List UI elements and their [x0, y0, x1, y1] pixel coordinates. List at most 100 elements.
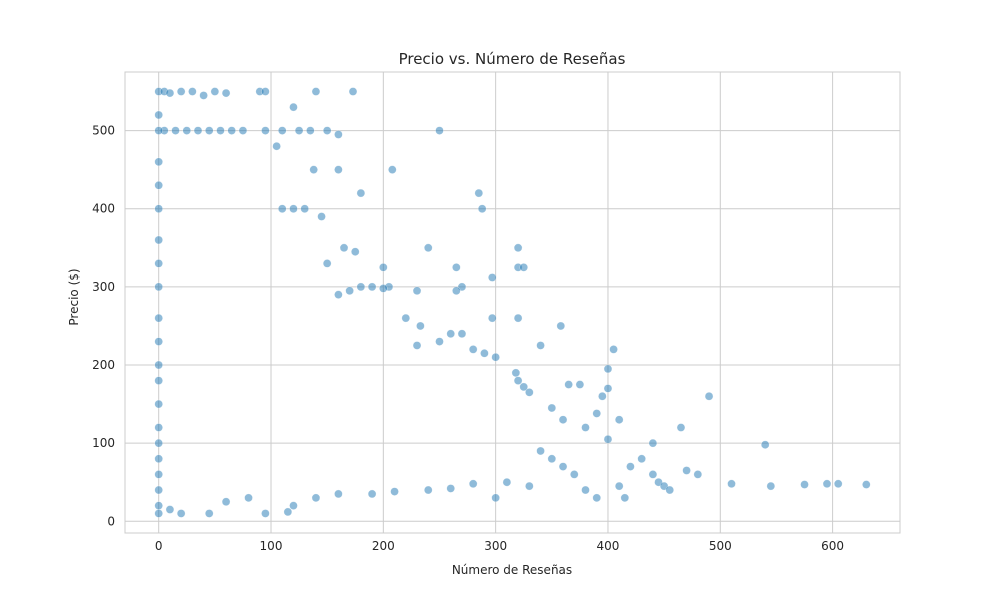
data-point — [388, 165, 397, 174]
data-point — [648, 470, 658, 479]
data-point — [154, 110, 163, 120]
data-point — [412, 286, 422, 295]
data-point — [283, 507, 293, 517]
data-point — [480, 349, 489, 358]
data-point — [547, 454, 557, 463]
x-axis-label: Número de Reseñas — [452, 563, 572, 577]
data-point — [379, 284, 388, 293]
data-point — [154, 438, 163, 448]
data-point — [289, 102, 298, 112]
data-point — [154, 204, 163, 213]
x-tick-label: 300 — [484, 539, 507, 553]
data-point — [435, 126, 444, 135]
data-point — [592, 409, 601, 418]
data-point — [311, 87, 321, 96]
data-point — [322, 126, 332, 135]
points-layer — [154, 87, 871, 518]
data-point — [165, 88, 175, 98]
data-point — [154, 454, 163, 463]
data-point — [525, 388, 534, 397]
data-point — [477, 204, 487, 213]
data-point — [379, 263, 388, 272]
data-point — [244, 493, 253, 503]
data-point — [519, 382, 528, 392]
plot-frame — [124, 71, 901, 534]
data-point — [488, 313, 497, 323]
data-point — [637, 454, 646, 463]
data-point — [311, 493, 321, 503]
data-point — [306, 126, 315, 135]
data-point — [502, 478, 512, 487]
data-point — [294, 126, 304, 135]
data-point — [581, 485, 590, 495]
data-point — [581, 423, 590, 432]
data-point — [334, 165, 343, 174]
data-point — [238, 126, 248, 135]
data-point — [356, 188, 366, 198]
data-point — [390, 487, 399, 496]
data-point — [289, 501, 298, 510]
data-point — [766, 481, 776, 491]
data-point — [676, 423, 686, 432]
data-point — [154, 509, 163, 518]
data-point — [154, 259, 163, 268]
data-point — [278, 204, 287, 213]
data-point — [693, 470, 703, 479]
data-point — [491, 352, 500, 362]
x-tick-label: 400 — [597, 539, 620, 553]
data-point — [615, 481, 624, 491]
data-point — [367, 489, 377, 499]
data-point — [154, 282, 163, 292]
data-point — [488, 273, 497, 282]
data-point — [665, 485, 674, 495]
data-point — [457, 329, 467, 338]
data-point — [547, 403, 557, 413]
data-point — [154, 485, 163, 495]
data-point — [822, 479, 832, 488]
y-tick-label: 200 — [92, 358, 115, 372]
x-tick-label: 200 — [372, 539, 395, 553]
data-point — [221, 88, 231, 98]
data-point — [356, 282, 366, 292]
data-point — [165, 505, 175, 514]
x-tick-label: 600 — [821, 539, 844, 553]
grid-layer — [125, 72, 900, 533]
data-point — [446, 484, 455, 493]
data-point — [682, 466, 691, 475]
data-point — [334, 290, 343, 299]
data-point — [261, 126, 270, 135]
data-point — [800, 480, 809, 489]
data-point — [176, 509, 186, 518]
data-point — [626, 462, 635, 471]
data-point — [154, 423, 163, 432]
data-point — [154, 360, 163, 370]
data-point — [205, 509, 214, 518]
data-point — [511, 368, 521, 378]
data-point — [513, 313, 523, 323]
data-point — [615, 415, 624, 424]
data-point — [216, 126, 225, 135]
data-point — [154, 337, 163, 346]
data-point — [603, 435, 613, 444]
data-point — [648, 438, 658, 448]
data-point — [592, 493, 601, 503]
data-point — [834, 479, 843, 488]
data-point — [210, 87, 220, 96]
x-tick-label: 100 — [260, 539, 283, 553]
data-point — [261, 87, 270, 96]
data-point — [154, 235, 163, 245]
data-point — [334, 489, 343, 499]
data-point — [603, 364, 613, 374]
data-point — [317, 212, 326, 221]
data-point — [171, 126, 180, 135]
data-point — [727, 479, 736, 488]
chart-title: Precio vs. Número de Reseñas — [399, 50, 626, 68]
data-point — [154, 501, 163, 510]
data-point — [558, 415, 568, 424]
data-point — [513, 376, 523, 385]
data-point — [300, 204, 309, 213]
data-point — [278, 126, 287, 135]
data-point — [261, 509, 270, 518]
x-tick-label: 500 — [709, 539, 732, 553]
